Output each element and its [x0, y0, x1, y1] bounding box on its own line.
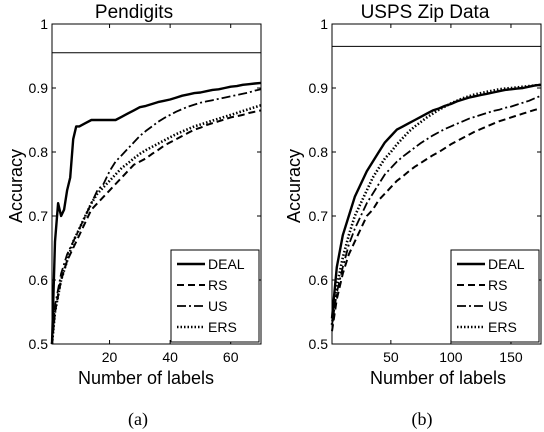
x-tick-label: 40: [162, 349, 178, 365]
y-tick-label: 0.6: [29, 272, 49, 288]
y-tick-label: 0.9: [29, 80, 49, 96]
legend-box: [170, 249, 260, 343]
y-tick-label: 0.9: [309, 80, 329, 96]
y-axis-label: Accuracy: [284, 149, 304, 223]
legend: DEAL RS US ERS: [450, 249, 540, 343]
series-line-deal: [330, 83, 542, 319]
y-tick-label: 0.8: [309, 144, 329, 160]
panel-caption: (a): [128, 409, 148, 430]
panel-caption: (b): [412, 409, 433, 430]
y-tick-label: 0.8: [29, 144, 49, 160]
series-line-ers: [50, 104, 262, 345]
series-line-rs: [51, 109, 262, 345]
y-tick-label: 1: [40, 16, 48, 32]
y-tick-label: 0.6: [309, 272, 329, 288]
chart-title: USPS Zip Data: [361, 2, 490, 23]
legend-entry-deal: DEAL: [208, 256, 245, 272]
legend-entry-ers: ERS: [488, 319, 517, 335]
series-line-deal: [50, 81, 262, 345]
legend-entry-us: US: [208, 298, 227, 314]
y-tick-label: 1: [320, 16, 328, 32]
x-tick-label: 50: [383, 349, 399, 365]
x-tick-label: 20: [102, 349, 118, 365]
plot-frame: [51, 23, 262, 345]
x-tick-label: 60: [223, 349, 239, 365]
series-line-us: [331, 94, 542, 325]
legend-entry-rs: RS: [488, 277, 507, 293]
y-tick-label: 0.5: [309, 336, 329, 352]
x-tick-label: 100: [439, 349, 463, 365]
chart-title: Pendigits: [95, 2, 173, 23]
x-axis-label: Number of labels: [370, 368, 506, 388]
legend: DEAL RS US ERS: [170, 249, 260, 343]
series-line-ers: [330, 83, 542, 325]
legend-entry-ers: ERS: [208, 319, 237, 335]
legend-box: [450, 249, 540, 343]
y-axis-label: Accuracy: [6, 149, 26, 223]
series-line-rs: [331, 107, 542, 332]
x-tick-label: 150: [499, 349, 523, 365]
x-axis-label: Number of labels: [78, 368, 214, 388]
chart-panel-usps: USPS Zip Data Accuracy Number of labels …: [284, 2, 542, 430]
legend-entry-us: US: [488, 298, 507, 314]
y-tick-label: 0.7: [309, 208, 329, 224]
y-tick-label: 0.7: [29, 208, 49, 224]
legend-entry-deal: DEAL: [488, 256, 525, 272]
chart-panel-pendigits: Pendigits Accuracy Number of labels (a) …: [6, 2, 262, 430]
y-tick-label: 0.5: [29, 336, 49, 352]
legend-entry-rs: RS: [208, 277, 227, 293]
plot-frame: [331, 23, 542, 345]
